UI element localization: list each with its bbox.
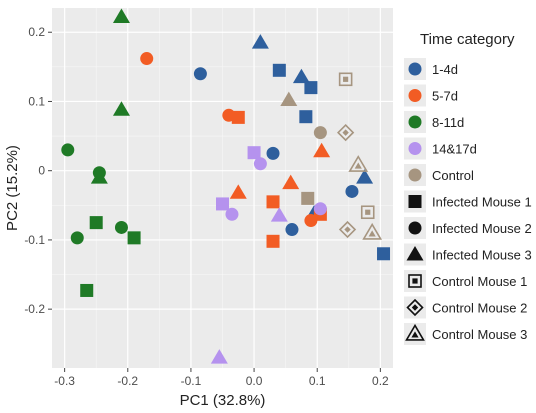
scatter-point [266,195,280,209]
scatter-point [90,169,108,184]
scatter-point [301,191,315,205]
scatter-point [70,231,84,245]
scatter-point [112,8,130,23]
scatter-point [231,110,245,124]
y-tick-label: 0.2 [28,25,45,39]
scatter-point [247,146,261,160]
x-tick-label: -0.1 [181,374,202,388]
x-axis-label: PC1 (32.8%) [180,392,266,409]
scatter-point [266,146,280,160]
scatter-point [251,34,269,49]
legend-color-key [408,62,422,76]
y-tick-label: -0.2 [24,302,45,316]
scatter-point [61,143,75,157]
legend-color-key [408,89,422,102]
legend-shape-label: Infected Mouse 1 [432,195,532,210]
scatter-point [229,184,247,199]
legend-color-label: 14&17d [432,142,477,157]
grid-lines [52,8,393,368]
x-tick-label: 0.1 [309,374,326,388]
legend-shape-label: Infected Mouse 2 [432,221,532,236]
data-points [61,8,391,364]
scatter-point [280,91,298,107]
scatter-point [348,155,369,172]
y-axis-ticks: -0.2 -0.1 0 0.1 0.2 [24,25,52,316]
scatter-point [112,101,130,116]
legend-shape-key [406,298,424,317]
legend-color-key [408,142,422,155]
legend-shape-key [408,195,422,208]
scatter-point [285,223,299,237]
legend-color-key [408,115,422,129]
legend-shape-label: Control Mouse 2 [432,301,527,316]
legend-shape-label: Control Mouse 3 [432,327,527,342]
legend-color-label: 8-11d [432,115,464,130]
scatter-point [216,197,229,211]
scatter-point [270,207,288,222]
scatter-point [80,283,94,297]
legend-shape-label: Control Mouse 1 [432,274,527,289]
scatter-point [114,220,128,234]
x-axis-ticks: -0.3 -0.2 -0.1 0.0 0.1 0.2 [54,368,389,388]
scatter-point [338,72,353,87]
legend-shape-label: Infected Mouse 3 [432,248,532,263]
x-tick-label: 0.0 [246,374,263,388]
scatter-point [253,157,267,171]
scatter-point [313,142,331,158]
scatter-point [338,220,357,239]
scatter-point [362,222,383,240]
x-tick-label: 0.2 [372,374,389,388]
legend-shape-key [408,221,422,235]
scatter-point [89,216,103,230]
legend-shape-key [406,246,424,261]
scatter-point [345,184,359,198]
x-tick-label: -0.3 [54,374,75,388]
legend-shape-key [405,323,425,341]
legend: 1-4d 5-7d 8-11d 14&17d Control Infected Mouse… [404,58,532,345]
scatter-point [127,231,141,245]
scatter-point [210,349,228,364]
scatter-point [337,123,355,142]
scatter-point [292,68,310,84]
scatter-point [193,67,207,81]
scatter-point [313,126,327,140]
scatter-point [140,52,154,66]
x-tick-label: -0.2 [117,374,138,388]
legend-color-key [408,168,422,182]
scatter-point [299,110,313,124]
legend-title: Time category [420,31,515,48]
y-tick-label: -0.1 [24,233,45,247]
scatter-point [356,169,374,184]
scatter-point [360,205,375,220]
scatter-point [304,81,318,95]
y-tick-label: 0 [38,164,45,178]
scatter-point [377,247,391,261]
scatter-point [282,174,300,190]
legend-shape-key [408,274,422,288]
scatter-point [266,234,280,248]
scatter-point [313,202,327,216]
y-tick-label: 0.1 [28,94,45,108]
scatter-point [225,207,239,221]
scatter-point [272,63,286,77]
legend-color-label: Control [432,168,474,183]
y-axis-label: PC2 (15.2%) [4,145,21,231]
legend-color-label: 1-4d [432,62,458,77]
legend-color-label: 5-7d [432,89,458,104]
